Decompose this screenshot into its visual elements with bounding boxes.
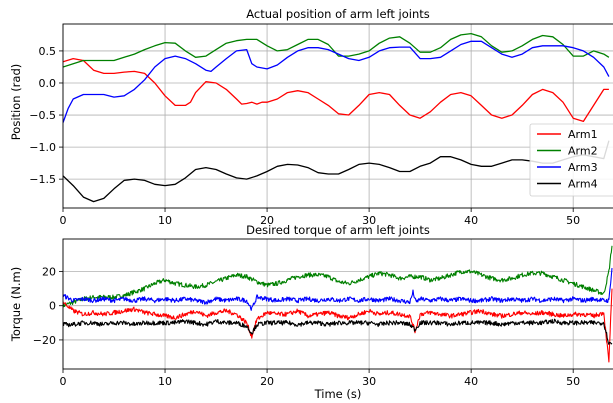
- y-tick-label: 0.0: [39, 77, 57, 90]
- position-chart: Actual position of arm left joints Posit…: [9, 7, 613, 227]
- series-line-arm3: [63, 268, 613, 311]
- x-tick-label: 50: [566, 375, 580, 388]
- y-tick-label: −1.0: [29, 141, 56, 154]
- x-tick-label: 30: [362, 375, 376, 388]
- series-line-arm1: [63, 288, 613, 363]
- torque-y-axis-label: Torque (N.m): [9, 267, 23, 342]
- x-tick-label: 0: [60, 375, 67, 388]
- torque-plot-frame: [62, 238, 613, 370]
- series-line-arm4: [63, 318, 613, 345]
- x-tick-label: 40: [464, 214, 478, 227]
- y-tick-label: −0.5: [29, 109, 56, 122]
- x-tick-label: 0: [60, 214, 67, 227]
- x-tick-label: 20: [260, 375, 274, 388]
- position-chart-title: Actual position of arm left joints: [246, 7, 430, 21]
- series-line-arm2: [63, 32, 610, 68]
- y-tick-label: −20: [33, 334, 56, 347]
- series-line-arm3: [63, 40, 610, 123]
- x-tick-label: 50: [566, 214, 580, 227]
- x-tick-label: 30: [362, 214, 376, 227]
- x-tick-label: 20: [260, 214, 274, 227]
- y-tick-label: 20: [42, 266, 56, 279]
- series-line-arm1: [63, 57, 609, 123]
- x-tick-label: 40: [464, 375, 478, 388]
- series-line-arm2: [63, 245, 613, 308]
- torque-chart-title: Desired torque of arm left joints: [246, 223, 430, 237]
- legend-entry-arm3: Arm3: [568, 161, 598, 174]
- y-tick-label: 0: [49, 300, 56, 313]
- legend-entry-arm1: Arm1: [568, 128, 598, 141]
- time-x-axis-label: Time (s): [314, 387, 362, 401]
- series-line-arm4: [63, 140, 610, 203]
- y-tick-label: −1.5: [29, 173, 56, 186]
- legend-box: [529, 123, 613, 197]
- torque-chart: Desired torque of arm left joints Torque…: [9, 223, 613, 401]
- x-tick-label: 10: [158, 375, 172, 388]
- position-y-axis-label: Position (rad): [9, 64, 23, 140]
- x-tick-label: 10: [158, 214, 172, 227]
- legend-entry-arm2: Arm2: [568, 145, 598, 158]
- legend: Arm1 Arm2 Arm3 Arm4: [529, 123, 613, 197]
- legend-entry-arm4: Arm4: [568, 178, 598, 191]
- position-plot-frame: [62, 23, 613, 209]
- y-tick-label: 0.5: [39, 45, 57, 58]
